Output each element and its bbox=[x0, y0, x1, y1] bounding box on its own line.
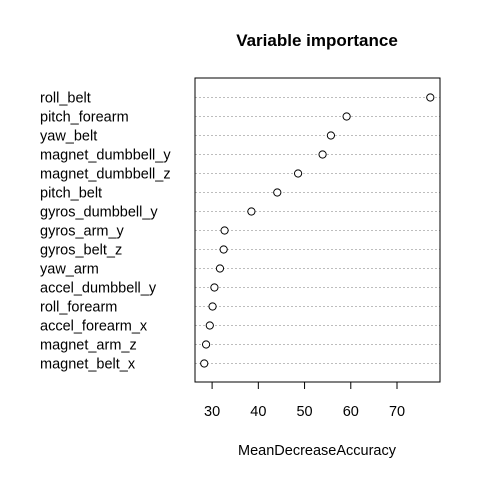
gridlines bbox=[195, 97, 440, 364]
category-label: magnet_dumbbell_z bbox=[40, 167, 171, 183]
category-label: gyros_arm_y bbox=[40, 224, 125, 240]
data-points bbox=[200, 93, 435, 368]
data-point bbox=[247, 207, 256, 216]
category-label: gyros_dumbbell_y bbox=[40, 205, 158, 221]
data-point bbox=[318, 150, 327, 159]
data-point bbox=[205, 321, 214, 330]
data-point bbox=[210, 283, 219, 292]
category-labels: roll_belt pitch_forearm yaw_belt magnet_dum… bbox=[40, 91, 171, 373]
category-label: magnet_dumbbell_y bbox=[40, 148, 171, 164]
data-point bbox=[273, 188, 282, 197]
data-point bbox=[426, 93, 435, 102]
chart-title: Variable importance bbox=[236, 31, 398, 50]
category-label: yaw_arm bbox=[40, 262, 99, 278]
category-label: yaw_belt bbox=[40, 129, 97, 145]
x-tick-label: 50 bbox=[296, 404, 312, 420]
x-axis-title: MeanDecreaseAccuracy bbox=[238, 443, 397, 459]
data-point bbox=[293, 169, 303, 178]
data-point bbox=[208, 302, 217, 311]
data-point bbox=[219, 245, 228, 254]
x-tick-label: 70 bbox=[389, 404, 405, 420]
category-label: gyros_belt_z bbox=[40, 243, 122, 259]
category-label: accel_dumbbell_y bbox=[40, 281, 157, 297]
x-tick-label: 30 bbox=[204, 404, 220, 420]
data-point bbox=[215, 264, 225, 273]
category-label: magnet_belt_x bbox=[40, 357, 136, 373]
category-label: roll_forearm bbox=[40, 300, 117, 316]
data-point bbox=[201, 340, 211, 349]
data-point bbox=[220, 226, 229, 235]
category-label: accel_forearm_x bbox=[40, 319, 148, 335]
x-tick-label: 60 bbox=[343, 404, 359, 420]
category-label: pitch_forearm bbox=[40, 110, 129, 126]
x-tick-label: 40 bbox=[250, 404, 266, 420]
x-axis: 30 40 50 60 70 bbox=[204, 381, 405, 420]
data-point bbox=[342, 112, 351, 121]
data-point bbox=[326, 131, 336, 140]
data-point bbox=[200, 359, 209, 368]
category-label: magnet_arm_z bbox=[40, 338, 137, 354]
category-label: roll_belt bbox=[40, 91, 91, 107]
category-label: pitch_belt bbox=[40, 186, 102, 202]
